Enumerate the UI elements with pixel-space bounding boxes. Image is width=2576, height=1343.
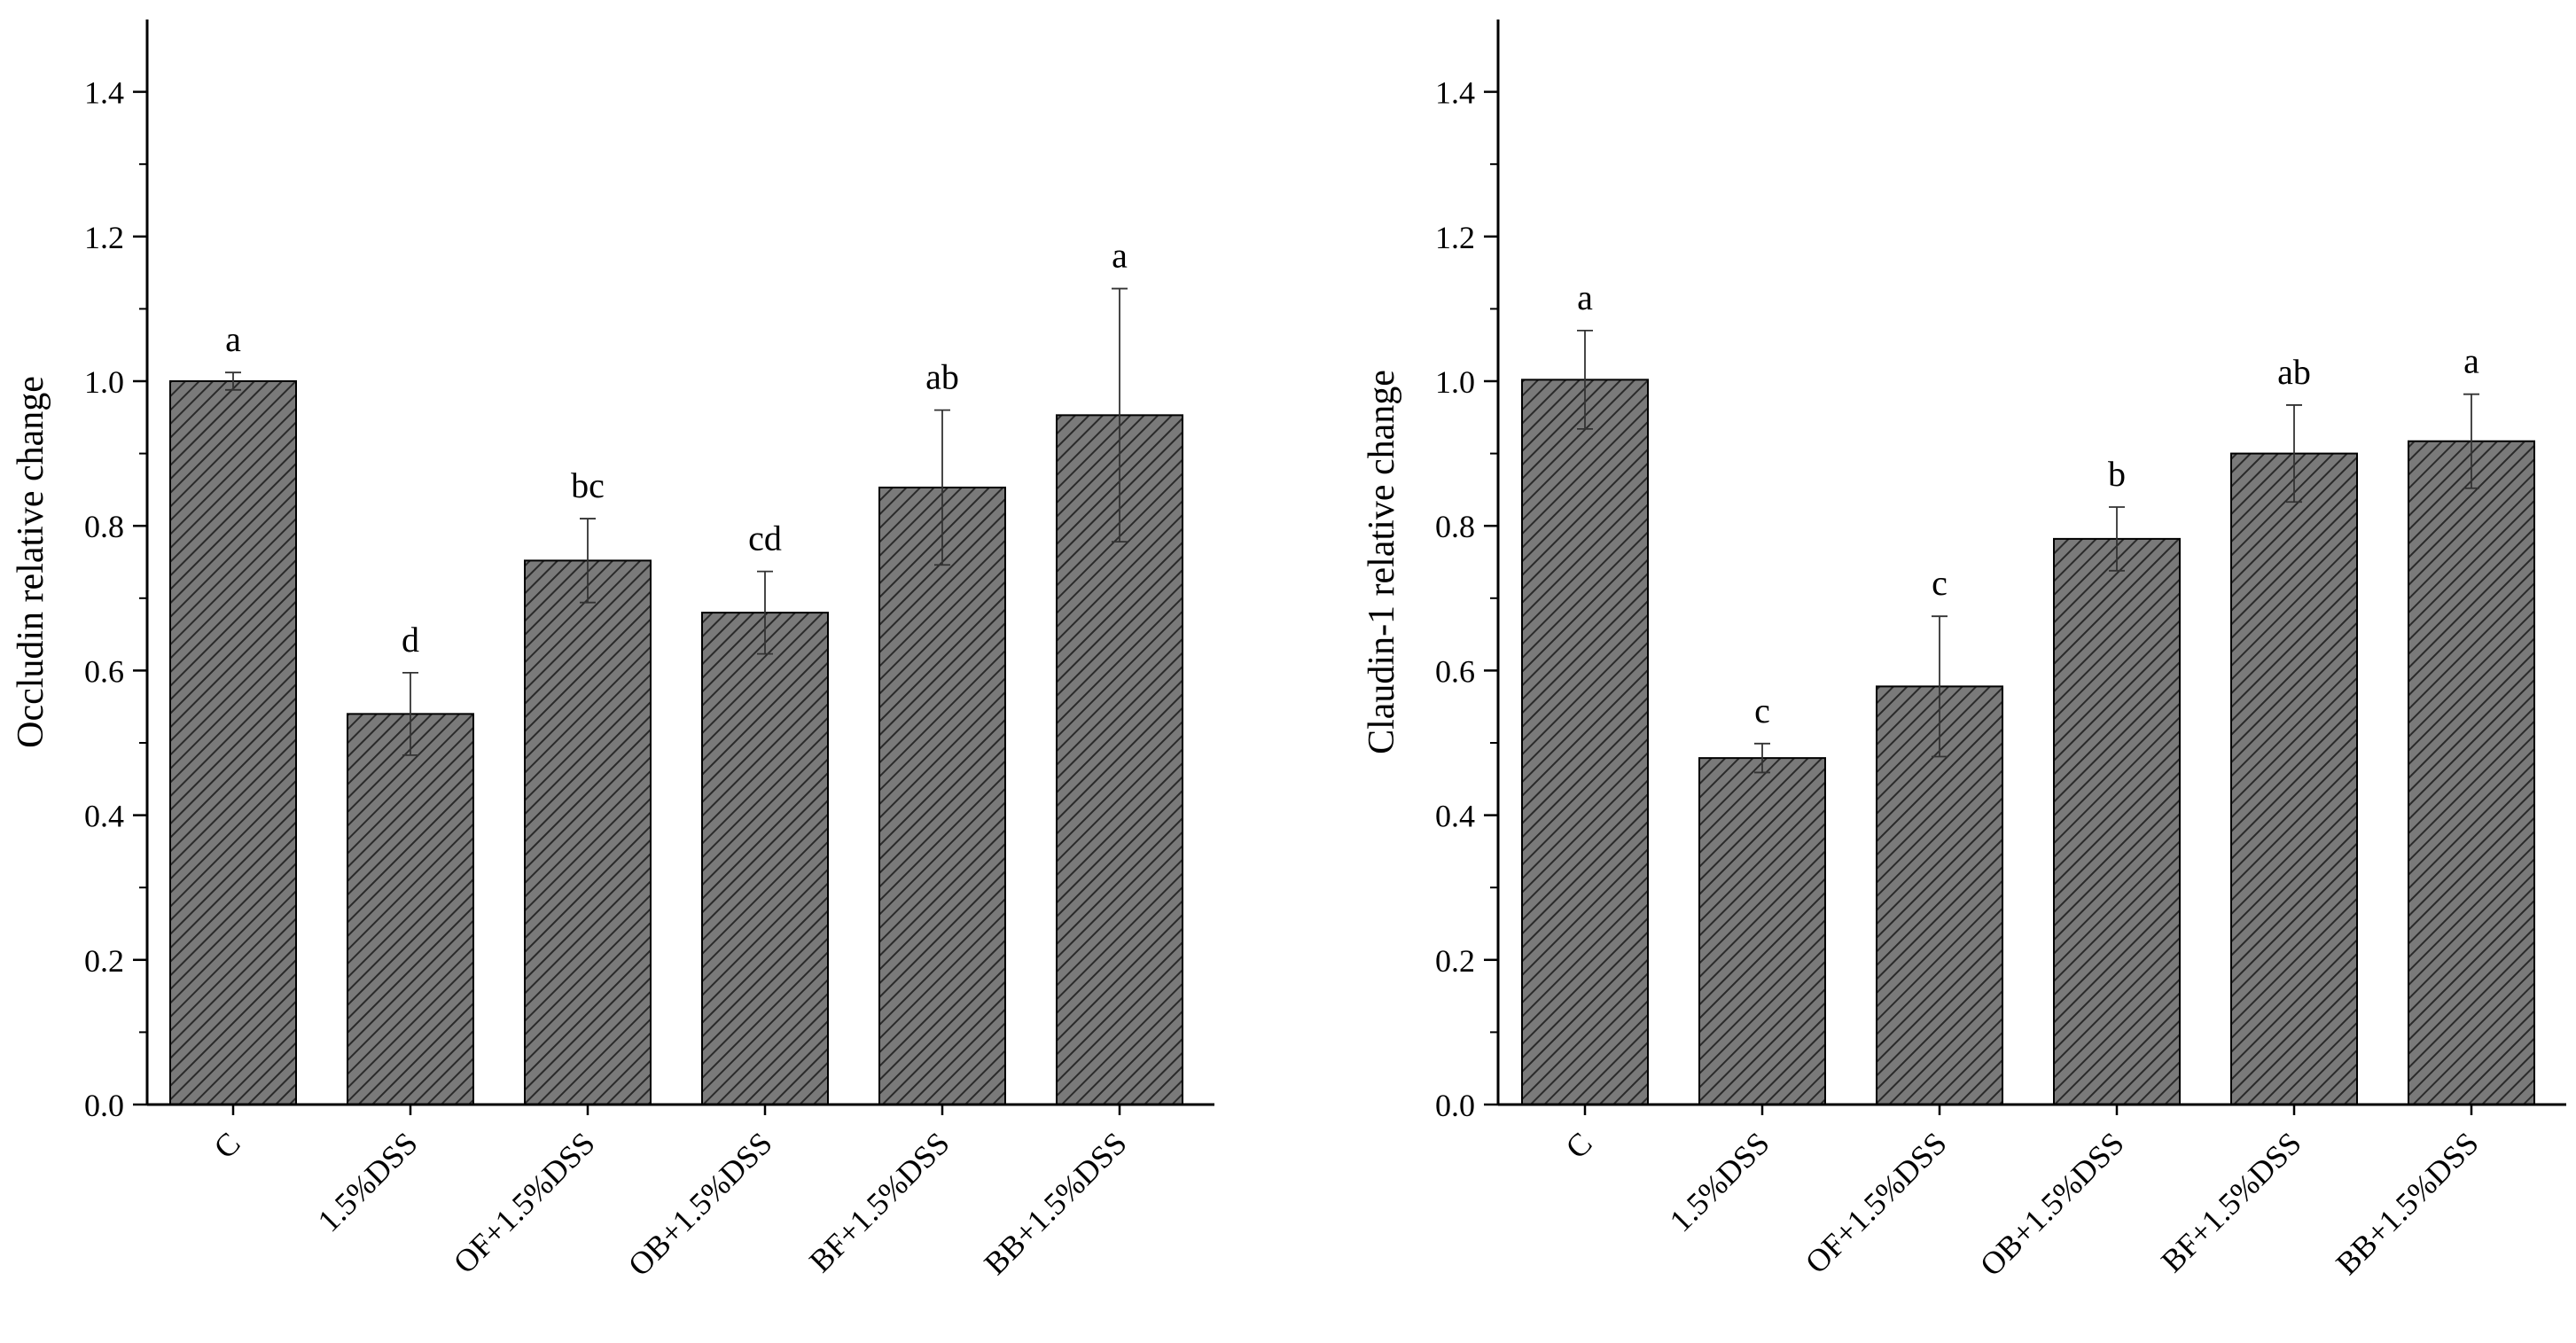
- bar-0: [169, 380, 297, 1105]
- error-bar-1: [402, 671, 418, 756]
- y-tick-label: 1.4: [84, 75, 124, 111]
- significance-label: c: [1932, 563, 1948, 603]
- x-tick-label: C: [207, 1125, 246, 1165]
- x-tick-label: 1.5%DSS: [1663, 1125, 1776, 1238]
- error-bar-5: [2463, 393, 2479, 489]
- y-tick-label: 0.6: [84, 653, 124, 689]
- significance-label: d: [402, 620, 419, 660]
- significance-label: a: [2463, 341, 2479, 381]
- significance-label: ab: [2277, 352, 2311, 392]
- error-bar-1: [1754, 742, 1770, 774]
- significance-label: a: [225, 319, 241, 359]
- bar-2: [524, 559, 652, 1105]
- error-bar-0: [225, 371, 241, 391]
- bar-1: [347, 713, 474, 1105]
- bar-5: [2408, 440, 2535, 1105]
- x-tick-label: C: [1558, 1125, 1598, 1165]
- error-bar-4: [934, 409, 950, 566]
- x-tick-label: BB+1.5%DSS: [977, 1125, 1133, 1281]
- bar-3: [701, 612, 829, 1105]
- significance-label: a: [1112, 236, 1128, 276]
- y-tick-label: 0.0: [84, 1088, 124, 1123]
- bar-0: [1521, 379, 1649, 1106]
- bar-4: [2230, 452, 2358, 1106]
- x-tick-label: BF+1.5%DSS: [802, 1125, 956, 1279]
- error-bar-2: [1932, 615, 1948, 758]
- bar-1: [1698, 757, 1826, 1105]
- x-tick-label: OF+1.5%DSS: [447, 1125, 602, 1280]
- y-tick-label: 0.2: [84, 943, 124, 979]
- x-tick-label: OB+1.5%DSS: [1973, 1125, 2131, 1283]
- bar-3: [2053, 537, 2181, 1105]
- x-tick-label: 1.5%DSS: [311, 1125, 425, 1238]
- y-tick-label: 0.8: [1435, 509, 1475, 544]
- significance-label: bc: [571, 465, 605, 505]
- chart-panel-2: a Cc 1.5%DSS c OF+1.5%DSS b OB+1.5%DSS ab BF+1.5…: [1362, 20, 2566, 1283]
- bar-4: [878, 486, 1006, 1105]
- error-bar-0: [1577, 329, 1593, 430]
- significance-label: ab: [925, 357, 959, 397]
- error-bar-4: [2286, 404, 2302, 504]
- y-tick-label: 1.2: [84, 220, 124, 255]
- x-tick-label: OB+1.5%DSS: [621, 1125, 779, 1283]
- y-tick-label: 1.0: [1435, 364, 1475, 400]
- error-bar-3: [757, 570, 773, 655]
- y-tick-label: 1.2: [1435, 220, 1475, 255]
- significance-label: c: [1754, 691, 1770, 730]
- x-tick-label: BB+1.5%DSS: [2329, 1125, 2485, 1281]
- error-bar-3: [2109, 506, 2125, 572]
- error-bar-2: [580, 518, 596, 604]
- y-tick-label: 1.4: [1435, 75, 1475, 111]
- y-axis-label: Occludin relative change: [11, 376, 51, 748]
- y-tick-label: 1.0: [84, 364, 124, 400]
- y-tick-label: 0.2: [1435, 943, 1475, 979]
- y-tick-label: 0.0: [1435, 1088, 1475, 1123]
- significance-label: a: [1577, 277, 1593, 317]
- y-axis-label: Claudin-1 relative change: [1362, 370, 1402, 754]
- x-tick-label: BF+1.5%DSS: [2154, 1125, 2308, 1279]
- error-bar-5: [1112, 287, 1128, 543]
- y-tick-label: 0.4: [84, 799, 124, 834]
- y-tick-label: 0.4: [1435, 799, 1475, 834]
- y-tick-label: 0.8: [84, 509, 124, 544]
- y-tick-label: 0.6: [1435, 653, 1475, 689]
- significance-label: cd: [748, 519, 782, 558]
- x-tick-label: OF+1.5%DSS: [1799, 1125, 1954, 1280]
- chart-panel-1: a Cd 1.5%DSS bc OF+1.5%DSS cd OB+1.5%DSS ab BF+1…: [11, 20, 1214, 1283]
- significance-label: b: [2108, 454, 2126, 494]
